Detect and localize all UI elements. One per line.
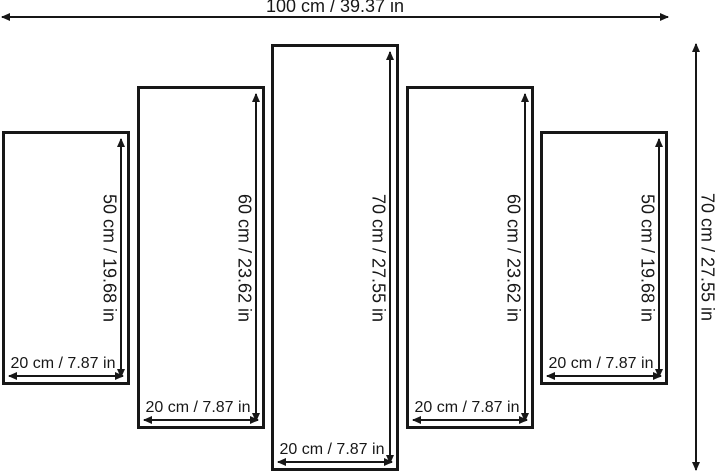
arrowhead-right-icon	[115, 372, 124, 380]
panel-1-width-arrow	[8, 372, 124, 380]
arrowhead-up-icon	[692, 43, 700, 52]
arrowhead-up-icon	[521, 93, 529, 102]
panel-4-height-arrow	[521, 93, 529, 422]
arrowhead-right-icon	[519, 416, 528, 424]
panel-4-width-label: 20 cm / 7.87 in	[414, 399, 520, 416]
arrowhead-left-icon	[412, 416, 421, 424]
overall-height-label: 70 cm / 27.55 in	[697, 192, 718, 322]
panel-5-width-arrow	[546, 372, 662, 380]
panel-3-height-arrow	[386, 51, 394, 464]
panel-5-height-label: 50 cm / 19.68 in	[637, 193, 658, 323]
arrowhead-left-icon	[8, 372, 17, 380]
panel-3-height-label: 70 cm / 27.55 in	[368, 193, 389, 322]
panel-2-height-arrow	[252, 93, 260, 422]
panel-3-width-arrow	[277, 458, 393, 466]
arrowhead-right-icon	[384, 458, 393, 466]
overall-width-label: 100 cm / 39.37 in	[265, 0, 405, 16]
arrowhead-up-icon	[386, 51, 394, 60]
overall-width-arrow	[1, 13, 669, 21]
panel-4-width-arrow	[412, 416, 528, 424]
arrowhead-right-icon	[653, 372, 662, 380]
arrowhead-left-icon	[143, 416, 152, 424]
arrowhead-up-icon	[655, 138, 663, 147]
panel-2-width-arrow	[143, 416, 259, 424]
panel-2-height-label: 60 cm / 23.62 in	[234, 193, 255, 322]
arrowhead-up-icon	[252, 93, 260, 102]
panel-5: 50 cm / 19.68 in 20 cm / 7.87 in	[540, 131, 668, 385]
panel-3: 70 cm / 27.55 in 20 cm / 7.87 in	[271, 44, 399, 471]
arrowhead-left-icon	[277, 458, 286, 466]
panel-4-height-label: 60 cm / 23.62 in	[503, 193, 524, 322]
arrowhead-right-icon	[250, 416, 259, 424]
panel-1-width-label: 20 cm / 7.87 in	[10, 355, 116, 372]
arrowhead-down-icon	[692, 462, 700, 471]
panel-3-width-label: 20 cm / 7.87 in	[279, 441, 385, 458]
panel-5-height-arrow	[655, 138, 663, 378]
panel-1: 50 cm / 19.68 in 20 cm / 7.87 in	[2, 131, 130, 385]
panel-1-height-arrow	[117, 138, 125, 378]
arrowhead-left-icon	[546, 372, 555, 380]
arrowhead-right-icon	[660, 13, 669, 21]
arrowhead-left-icon	[1, 13, 10, 21]
panel-5-width-label: 20 cm / 7.87 in	[548, 355, 654, 372]
panel-2: 60 cm / 23.62 in 20 cm / 7.87 in	[137, 86, 265, 429]
panel-2-width-label: 20 cm / 7.87 in	[145, 399, 251, 416]
arrowhead-up-icon	[117, 138, 125, 147]
panel-1-height-label: 50 cm / 19.68 in	[99, 193, 120, 323]
panel-4: 60 cm / 23.62 in 20 cm / 7.87 in	[406, 86, 534, 429]
overall-height-arrow	[692, 43, 700, 471]
